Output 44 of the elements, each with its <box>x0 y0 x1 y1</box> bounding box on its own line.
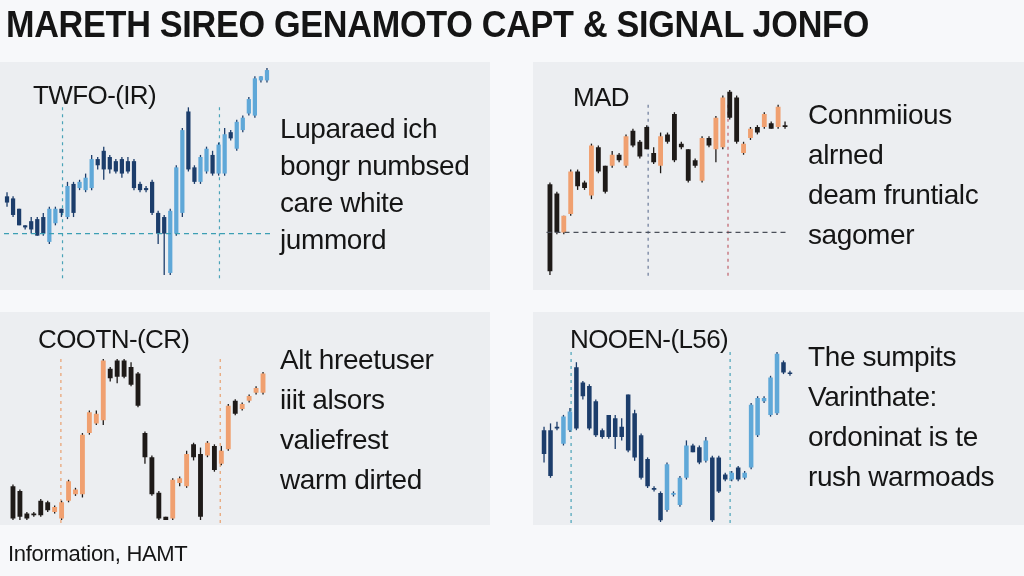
candlestick <box>619 417 624 442</box>
candlestick <box>114 358 120 384</box>
text: ordoninat is te <box>808 420 979 454</box>
chart-title: COOTN-(CR) <box>38 324 190 354</box>
candlestick <box>775 104 781 130</box>
chart-title: MAD <box>573 82 629 112</box>
candlestick <box>156 210 161 245</box>
text: warm dirted <box>280 463 423 497</box>
candlestick <box>575 168 581 191</box>
candlestick <box>121 358 127 379</box>
candlestick <box>86 409 92 436</box>
candlestick <box>107 154 112 175</box>
text: Alt hreetuser <box>280 343 434 377</box>
candlestick <box>554 421 560 431</box>
text: Varinthate: <box>808 380 938 414</box>
text: Connmiious <box>808 98 953 132</box>
candlestick <box>119 156 124 179</box>
text: The sumpits <box>808 340 958 374</box>
text: MARETH SIREO GENAMOTO CAPT & SIGNAL JONFO <box>6 4 870 46</box>
candlestick <box>162 214 167 276</box>
candlestick <box>246 96 251 117</box>
candlestick <box>210 150 215 177</box>
text: sagomer <box>808 218 916 252</box>
chart-title: NOOEN-(L56) <box>570 324 729 354</box>
text: TWFO-(IR) <box>33 80 157 110</box>
text: iiit alsors <box>280 383 386 417</box>
candlestick <box>697 444 702 465</box>
candlestick <box>644 124 650 150</box>
text: jummord <box>280 223 388 257</box>
candlestick <box>101 146 106 181</box>
candlestick <box>35 216 40 237</box>
text: care white <box>280 186 405 220</box>
text: alrned <box>808 138 885 172</box>
candlestick <box>41 212 46 237</box>
text: deam fruntialc <box>808 178 979 212</box>
candlestick <box>637 139 643 160</box>
text: Information, HAMT <box>8 541 188 567</box>
text: valiefrest <box>280 423 390 457</box>
text: bongr numbsed <box>280 149 470 183</box>
candlestick <box>66 479 71 503</box>
candlestick <box>703 436 709 464</box>
text: rush warmoads <box>808 460 995 494</box>
candlestick <box>10 195 16 218</box>
text: Luparaed ich <box>280 112 439 146</box>
